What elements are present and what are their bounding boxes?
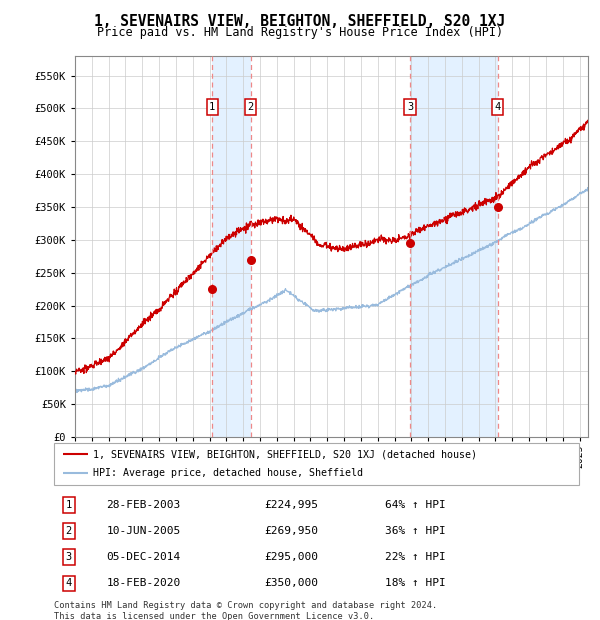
Text: HPI: Average price, detached house, Sheffield: HPI: Average price, detached house, Shef… <box>94 469 364 479</box>
Bar <box>212 56 251 437</box>
Text: 4: 4 <box>65 578 72 588</box>
Text: 28-FEB-2003: 28-FEB-2003 <box>107 500 181 510</box>
Text: 1, SEVENAIRS VIEW, BEIGHTON, SHEFFIELD, S20 1XJ (detached house): 1, SEVENAIRS VIEW, BEIGHTON, SHEFFIELD, … <box>94 450 478 459</box>
Text: 1: 1 <box>65 500 72 510</box>
Text: 2: 2 <box>65 526 72 536</box>
Text: £269,950: £269,950 <box>264 526 318 536</box>
Text: £224,995: £224,995 <box>264 500 318 510</box>
Text: 1: 1 <box>209 102 215 112</box>
Text: 10-JUN-2005: 10-JUN-2005 <box>107 526 181 536</box>
Text: 2: 2 <box>247 102 254 112</box>
Text: 18-FEB-2020: 18-FEB-2020 <box>107 578 181 588</box>
Text: 3: 3 <box>407 102 413 112</box>
Text: 05-DEC-2014: 05-DEC-2014 <box>107 552 181 562</box>
Text: £295,000: £295,000 <box>264 552 318 562</box>
Text: Contains HM Land Registry data © Crown copyright and database right 2024.
This d: Contains HM Land Registry data © Crown c… <box>54 601 437 620</box>
Text: 22% ↑ HPI: 22% ↑ HPI <box>385 552 445 562</box>
Text: 1, SEVENAIRS VIEW, BEIGHTON, SHEFFIELD, S20 1XJ: 1, SEVENAIRS VIEW, BEIGHTON, SHEFFIELD, … <box>94 14 506 29</box>
Text: 4: 4 <box>494 102 501 112</box>
Text: 36% ↑ HPI: 36% ↑ HPI <box>385 526 445 536</box>
Text: £350,000: £350,000 <box>264 578 318 588</box>
Text: Price paid vs. HM Land Registry's House Price Index (HPI): Price paid vs. HM Land Registry's House … <box>97 26 503 39</box>
Text: 3: 3 <box>65 552 72 562</box>
Text: 64% ↑ HPI: 64% ↑ HPI <box>385 500 445 510</box>
Bar <box>410 56 497 437</box>
Text: 18% ↑ HPI: 18% ↑ HPI <box>385 578 445 588</box>
